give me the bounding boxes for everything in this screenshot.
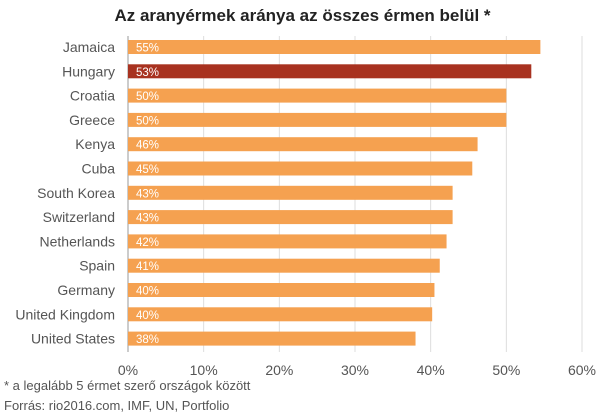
bar bbox=[128, 88, 507, 103]
x-tick-label: 40% bbox=[417, 362, 445, 378]
data-label: 46% bbox=[136, 140, 159, 152]
x-tick-label: 60% bbox=[568, 362, 596, 378]
bar bbox=[128, 258, 440, 273]
category-label: Greece bbox=[69, 112, 115, 128]
category-label: Jamaica bbox=[63, 39, 115, 55]
bar bbox=[128, 185, 453, 200]
x-tick-label: 50% bbox=[492, 362, 520, 378]
data-label: 40% bbox=[136, 310, 159, 322]
category-label: Cuba bbox=[82, 161, 116, 177]
x-tick-label: 20% bbox=[265, 362, 293, 378]
bar bbox=[128, 210, 453, 225]
bar bbox=[128, 112, 507, 127]
chart-title: Az aranyérmek aránya az összes érmen bel… bbox=[114, 6, 491, 25]
bar bbox=[128, 307, 433, 322]
bar bbox=[128, 137, 478, 152]
data-label: 43% bbox=[136, 213, 159, 225]
category-label: United Kingdom bbox=[15, 306, 115, 322]
category-label: Croatia bbox=[70, 88, 115, 104]
category-label: Kenya bbox=[75, 136, 115, 152]
bar bbox=[128, 40, 541, 54]
category-label: Spain bbox=[79, 258, 115, 274]
data-label: 43% bbox=[136, 188, 159, 200]
category-label: Germany bbox=[57, 282, 115, 298]
bar bbox=[128, 331, 416, 346]
category-label: Hungary bbox=[62, 63, 115, 79]
x-tick-label: 30% bbox=[341, 362, 369, 378]
bar bbox=[128, 234, 447, 249]
data-label: 55% bbox=[136, 43, 159, 55]
x-tick-label: 10% bbox=[190, 362, 218, 378]
data-label: 40% bbox=[136, 286, 159, 298]
footnote: * a legalább 5 érmet szerő országok közö… bbox=[4, 378, 251, 393]
category-label: Switzerland bbox=[43, 209, 115, 225]
category-label: United States bbox=[31, 331, 115, 347]
data-label: 50% bbox=[136, 115, 159, 127]
data-label: 53% bbox=[136, 67, 159, 79]
bar bbox=[128, 161, 473, 176]
data-label: 41% bbox=[136, 261, 159, 273]
category-label: South Korea bbox=[37, 185, 115, 201]
x-tick-label: 0% bbox=[118, 362, 138, 378]
data-label: 42% bbox=[136, 237, 159, 249]
bar bbox=[128, 283, 435, 297]
bar bbox=[128, 64, 532, 79]
category-label: Netherlands bbox=[40, 233, 116, 249]
data-label: 50% bbox=[136, 91, 159, 103]
data-label: 38% bbox=[136, 334, 159, 346]
source-note: Forrás: rio2016.com, IMF, UN, Portfolio bbox=[4, 398, 230, 413]
data-label: 45% bbox=[136, 164, 159, 176]
